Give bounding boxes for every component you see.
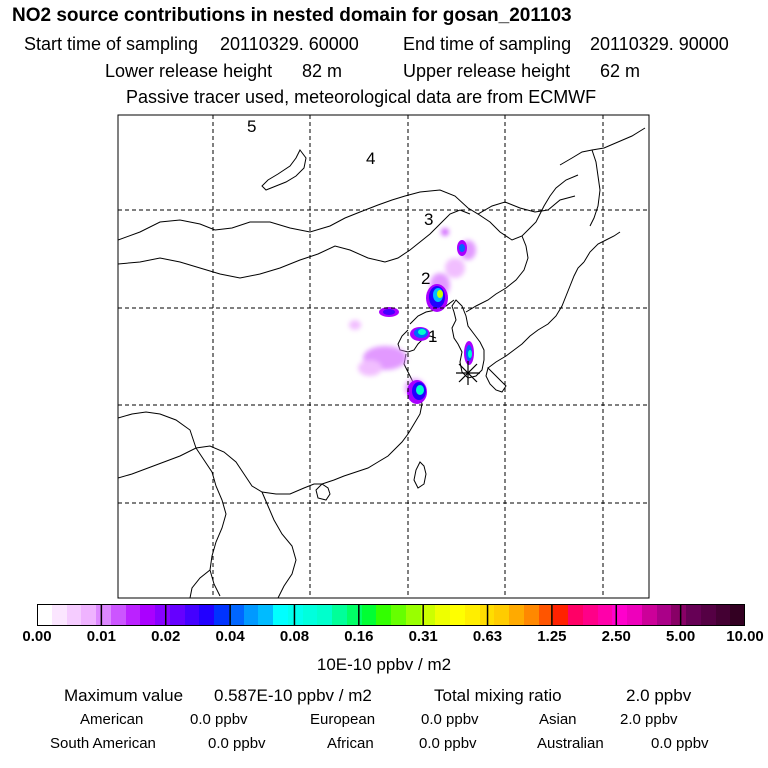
plot-title: NO2 source contributions in nested domai… <box>12 5 572 26</box>
end-time-label: End time of sampling <box>403 34 572 54</box>
color-bar-segment <box>317 604 332 626</box>
color-bar-tick-label: 0.01 <box>86 628 116 645</box>
region-value-australian: 0.0 ppbv <box>651 735 709 752</box>
color-bar-segment <box>641 604 657 626</box>
color-bar-tick-label: 2.50 <box>601 628 631 645</box>
lat-lon-grid <box>118 115 649 598</box>
start-time-label: Start time of sampling <box>24 34 199 54</box>
color-bar-segment <box>420 604 436 626</box>
color-bar-segment <box>332 604 347 626</box>
region-name-european: European <box>310 711 376 728</box>
color-bar-segment <box>214 604 229 626</box>
color-bar-segment <box>715 604 731 626</box>
source-label-1: 1 <box>428 327 437 346</box>
region-value-european: 0.0 ppbv <box>421 711 479 728</box>
color-bar-segment <box>228 604 244 626</box>
color-bar-segment <box>37 604 52 626</box>
max-value-label: Maximum value <box>64 686 184 705</box>
upper-release-label: Upper release height <box>403 61 571 81</box>
region-value-asian: 2.0 ppbv <box>620 711 678 728</box>
tracer-note: Passive tracer used, meteorological data… <box>126 87 597 107</box>
color-bar-segment <box>627 604 642 626</box>
color-bar-segment <box>361 604 377 626</box>
color-bar-segment <box>464 604 480 626</box>
total-mixing-label: Total mixing ratio <box>434 686 562 705</box>
source-label-3: 3 <box>424 210 433 229</box>
color-bar-segment <box>553 604 568 626</box>
color-bar-tick-label: 10.00 <box>726 628 764 645</box>
color-bar-segment <box>435 604 450 626</box>
color-bar-segment <box>582 604 598 626</box>
start-time-value: 20110329. 60000 <box>220 34 359 54</box>
color-bar-segment <box>273 604 288 626</box>
color-bar <box>37 604 745 626</box>
color-bar-tick-label: 0.04 <box>215 628 245 645</box>
color-bar-segment <box>405 604 421 626</box>
color-bar-segment <box>81 604 96 626</box>
color-bar-segment <box>671 604 686 626</box>
color-bar-segment <box>612 604 627 626</box>
color-bar-segment <box>258 604 273 626</box>
no2-plume <box>349 228 476 404</box>
color-bar-segment <box>686 604 701 626</box>
color-bar-segment <box>346 604 362 626</box>
color-bar-segment <box>243 604 259 626</box>
color-bar-segment <box>169 604 185 626</box>
color-bar-unit: 10E-10 ppbv / m2 <box>316 655 452 674</box>
receptor-star-icon <box>456 361 480 385</box>
color-bar-segment <box>110 604 126 626</box>
color-bar-segment <box>656 604 672 626</box>
source-label-2: 2 <box>421 269 430 288</box>
color-bar-segment <box>376 604 391 626</box>
color-bar-segment <box>479 604 495 626</box>
region-name-american: American <box>80 711 144 728</box>
color-bar-segment <box>66 604 82 626</box>
color-bar-segment <box>184 604 200 626</box>
color-bar-segment <box>509 604 524 626</box>
color-bar-segment <box>125 604 141 626</box>
end-time-value: 20110329. 90000 <box>590 34 729 54</box>
color-bar-segment <box>140 604 155 626</box>
color-bar-tick-label: 0.02 <box>151 628 181 645</box>
lower-release-label: Lower release height <box>105 61 273 81</box>
region-name-asian: Asian <box>539 711 577 728</box>
map-frame <box>117 114 650 599</box>
color-bar-tick-label: 0.16 <box>344 628 374 645</box>
color-bar-tick-label: 0.31 <box>408 628 438 645</box>
max-value: 0.587E-10 ppbv / m2 <box>214 686 372 705</box>
total-mixing-value: 2.0 ppbv <box>626 686 692 705</box>
upper-release-value: 62 m <box>600 61 641 81</box>
color-bar-segment <box>287 604 303 626</box>
region-value-south-american: 0.0 ppbv <box>208 735 266 752</box>
color-bar-tick-label: 5.00 <box>666 628 696 645</box>
color-bar-tick-label: 1.25 <box>537 628 567 645</box>
color-bar-tick-label: 0.63 <box>472 628 503 645</box>
region-name-australian: Australian <box>537 735 604 752</box>
color-bar-segment <box>494 604 509 626</box>
color-bar-segment <box>730 604 745 626</box>
lower-release-value: 82 m <box>302 61 343 81</box>
color-bar-segment <box>568 604 583 626</box>
region-name-south-american: South American <box>50 735 156 752</box>
region-value-african: 0.0 ppbv <box>419 735 477 752</box>
color-bar-segment <box>597 604 613 626</box>
region-value-american: 0.0 ppbv <box>190 711 248 728</box>
color-bar-segment <box>51 604 67 626</box>
source-label-5: 5 <box>247 117 256 136</box>
color-bar-tick-label: 0.08 <box>279 628 310 645</box>
color-bar-segment <box>302 604 318 626</box>
color-bar-segment <box>199 604 214 626</box>
color-bar-segment <box>700 604 716 626</box>
color-bar-segment <box>155 604 170 626</box>
color-bar-tick-label: 0.00 <box>22 628 52 645</box>
color-bar-segment <box>538 604 554 626</box>
source-label-4: 4 <box>366 149 375 168</box>
color-bar-segment <box>523 604 539 626</box>
color-bar-segment <box>450 604 465 626</box>
region-name-african: African <box>327 735 374 752</box>
color-bar-segment <box>391 604 406 626</box>
color-bar-segment <box>96 604 111 626</box>
